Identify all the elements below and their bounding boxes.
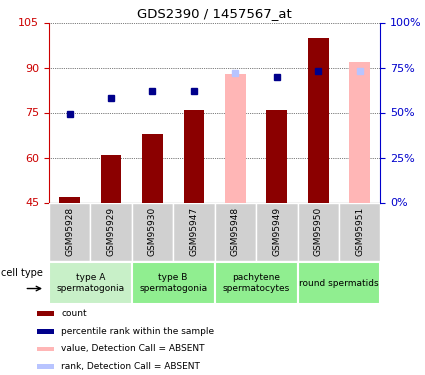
Bar [184, 110, 204, 202]
Bar [37, 346, 54, 351]
Bar [225, 74, 246, 202]
Text: GSM95951: GSM95951 [355, 207, 364, 256]
Bar [132, 202, 173, 261]
Text: percentile rank within the sample: percentile rank within the sample [61, 327, 214, 336]
Bar [37, 311, 54, 316]
Bar [37, 364, 54, 369]
Bar [173, 202, 215, 261]
Text: type A
spermatogonia: type A spermatogonia [56, 273, 125, 293]
Text: pachytene
spermatocytes: pachytene spermatocytes [222, 273, 290, 293]
Text: value, Detection Call = ABSENT: value, Detection Call = ABSENT [61, 345, 204, 354]
Text: rank, Detection Call = ABSENT: rank, Detection Call = ABSENT [61, 362, 200, 371]
Text: cell type: cell type [1, 268, 43, 278]
Bar [49, 262, 132, 304]
Bar [298, 262, 380, 304]
Bar [37, 329, 54, 334]
Bar [349, 62, 370, 202]
Text: round spermatids: round spermatids [299, 279, 379, 288]
Bar [142, 134, 163, 202]
Bar [59, 196, 80, 202]
Bar [298, 202, 339, 261]
Text: GSM95949: GSM95949 [272, 207, 281, 256]
Text: GSM95950: GSM95950 [314, 207, 323, 256]
Bar [101, 154, 122, 203]
Bar [266, 110, 287, 202]
Bar [308, 38, 329, 203]
Title: GDS2390 / 1457567_at: GDS2390 / 1457567_at [137, 7, 292, 20]
Text: GSM95948: GSM95948 [231, 207, 240, 256]
Text: GSM95929: GSM95929 [107, 207, 116, 256]
Bar [256, 202, 298, 261]
Bar [339, 202, 380, 261]
Bar [215, 262, 298, 304]
Text: GSM95930: GSM95930 [148, 207, 157, 256]
Text: type B
spermatogonia: type B spermatogonia [139, 273, 207, 293]
Bar [132, 262, 215, 304]
Text: GSM95928: GSM95928 [65, 207, 74, 256]
Bar [215, 202, 256, 261]
Text: count: count [61, 309, 87, 318]
Bar [90, 202, 132, 261]
Bar [49, 202, 90, 261]
Text: GSM95947: GSM95947 [190, 207, 198, 256]
